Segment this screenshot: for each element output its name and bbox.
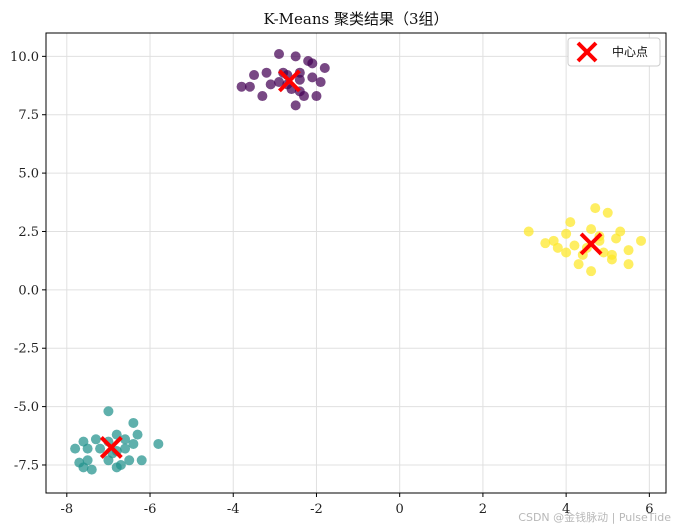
cluster-center-marker — [99, 436, 123, 459]
cluster-points — [70, 49, 647, 475]
legend-box — [567, 37, 661, 67]
cluster-0-point — [319, 63, 330, 74]
cluster-1-point — [128, 417, 139, 428]
cluster-1-point — [78, 462, 89, 473]
cluster-2-point — [590, 203, 601, 214]
cluster-1-point — [120, 434, 131, 445]
y-tick-label: -7.5 — [14, 458, 39, 473]
cluster-2-point — [540, 238, 551, 249]
cluster-0-point — [274, 77, 285, 88]
cluster-1-point — [115, 459, 126, 470]
cluster-center-marker — [579, 232, 603, 256]
cluster-2-point — [552, 242, 563, 253]
cluster-0-point — [290, 100, 301, 111]
x-tick-label: 0 — [396, 502, 404, 517]
cluster-1-point — [128, 438, 139, 449]
cluster-0-point — [261, 67, 272, 78]
cluster-2-point — [561, 228, 572, 239]
x-tick-label: -6 — [144, 502, 157, 517]
y-tick-label: 5.0 — [18, 167, 39, 182]
x-tick-label: 6 — [645, 502, 653, 517]
cluster-1-point — [86, 464, 97, 475]
cluster-0-point — [307, 72, 318, 83]
cluster-1-point — [82, 443, 93, 454]
cluster-0-point — [307, 58, 318, 69]
cluster-1-point — [132, 429, 143, 440]
cluster-2-point — [573, 259, 584, 270]
cluster-0-point — [249, 70, 260, 81]
watermark-text: CSDN @金钱脉动 | PulseTide — [518, 510, 671, 524]
cluster-0-point — [244, 81, 255, 92]
cluster-2-point — [623, 259, 634, 270]
cluster-2-point — [606, 249, 617, 260]
cluster-0-point — [290, 51, 301, 62]
cluster-1-point — [136, 455, 147, 466]
cluster-1-point — [153, 438, 164, 449]
cluster-1-point — [90, 434, 101, 445]
cluster-1-point — [120, 443, 131, 454]
axis-ticks: -8 -6 -4 -2 0 2 4 6 -7.5 -5.0 -2.5 0.0 2.5 5.0 7.5 10.0 — [10, 50, 653, 517]
x-tick-label: -8 — [60, 502, 73, 517]
y-tick-label: 0.0 — [18, 283, 39, 298]
legend-center-marker-icon — [576, 41, 598, 63]
cluster-2-point — [586, 224, 597, 235]
cluster-2-point — [586, 266, 597, 277]
y-tick-label: 7.5 — [18, 108, 39, 123]
y-tick-label: 10.0 — [10, 50, 39, 65]
y-tick-label: 2.5 — [18, 225, 39, 240]
plot-area-frame — [45, 32, 667, 494]
cluster-2-point — [636, 235, 647, 246]
cluster-0-point — [236, 81, 247, 92]
x-tick-label: 4 — [562, 502, 570, 517]
cluster-2-point — [602, 207, 613, 218]
cluster-2-point — [598, 247, 609, 258]
cluster-2-point — [561, 247, 572, 258]
cluster-0-point — [257, 91, 268, 102]
x-tick-label: -4 — [227, 502, 240, 517]
cluster-centers — [99, 69, 603, 459]
cluster-1-point — [124, 455, 135, 466]
cluster-2-point — [523, 226, 534, 237]
cluster-2-point — [569, 240, 580, 251]
cluster-1-point — [95, 443, 106, 454]
cluster-0-point — [294, 74, 305, 85]
chart-title: K-Means 聚类结果（3组） — [263, 10, 448, 28]
cluster-1-point — [103, 406, 114, 417]
cluster-2-point — [565, 217, 576, 228]
legend-marker-x — [576, 41, 598, 63]
cluster-center-marker — [278, 69, 301, 93]
x-tick-label: -2 — [310, 502, 323, 517]
cluster-1-point — [70, 443, 81, 454]
cluster-0-point — [265, 79, 276, 90]
cluster-0-point — [274, 49, 285, 60]
legend-label-center: 中心点 — [612, 44, 648, 59]
y-tick-label: -5.0 — [14, 400, 39, 415]
legend: 中心点 — [567, 37, 661, 67]
y-tick-label: -2.5 — [14, 342, 39, 357]
cluster-2-point — [611, 233, 622, 244]
cluster-2-point — [623, 245, 634, 256]
cluster-0-point — [298, 91, 309, 102]
cluster-0-point — [315, 77, 326, 88]
x-tick-label: 2 — [479, 502, 487, 517]
grid-lines — [46, 33, 666, 493]
cluster-0-point — [311, 91, 322, 102]
